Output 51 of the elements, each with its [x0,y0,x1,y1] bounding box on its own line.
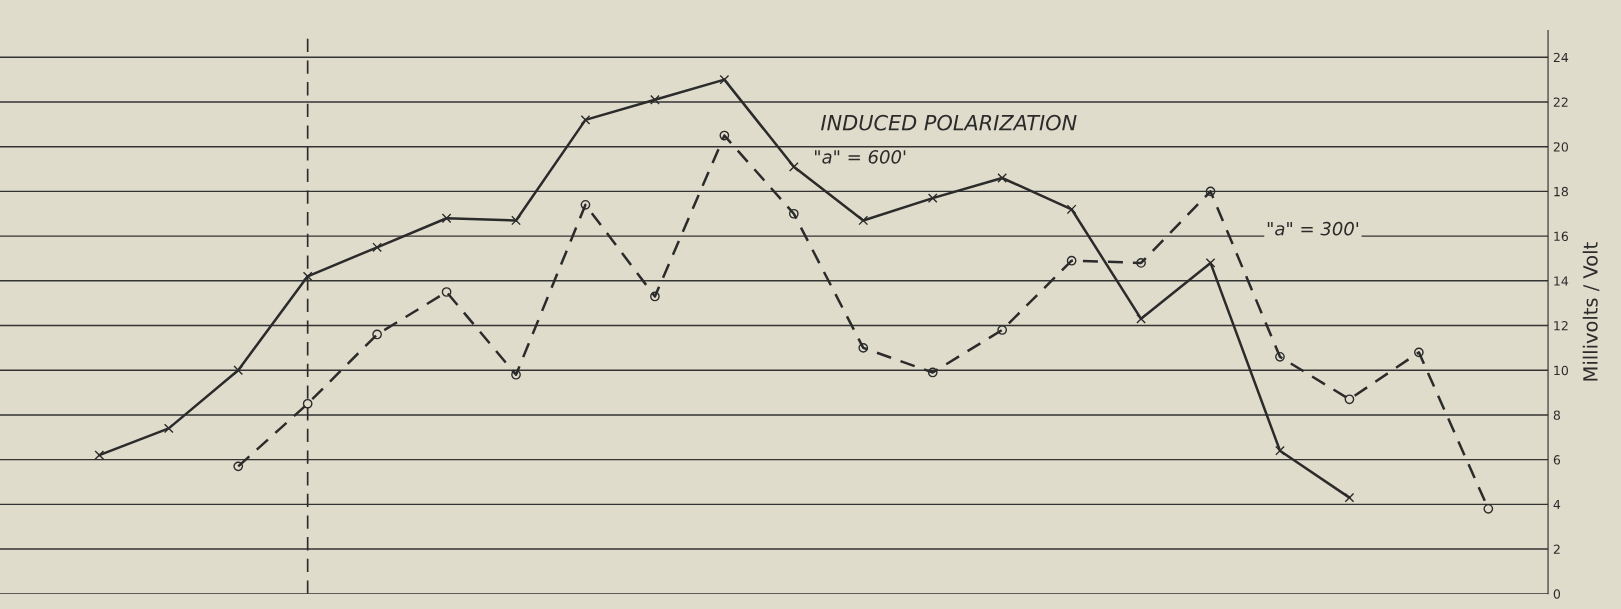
point [1136,258,1146,268]
series-label: "a" = 600' [815,150,906,164]
point [927,367,938,378]
point [927,193,938,203]
point [441,287,452,297]
point [580,115,591,125]
y-tick-label: 18 [1554,186,1568,197]
point [1205,186,1216,197]
point [1344,492,1355,503]
point [1205,258,1216,268]
y-tick-label: 22 [1553,97,1568,107]
point [997,173,1008,183]
y-tick-label: 12 [1554,321,1568,331]
y-tick-label: 0 [1553,589,1561,599]
point [1066,255,1077,266]
point [650,291,660,302]
y-tick-label: 6 [1553,455,1561,465]
point [580,199,591,210]
point [719,130,730,141]
point [1275,445,1285,456]
point [650,94,660,105]
y-tick-label: 8 [1553,410,1561,420]
point [1414,347,1424,358]
y-tick-label: 16 [1554,231,1569,242]
point [372,242,382,253]
y-tick-label: 14 [1554,276,1569,286]
y-tick-label: 24 [1553,52,1569,63]
series-label: "a" = 300' [1267,221,1359,236]
point [233,461,244,472]
point [1483,503,1494,514]
point [302,271,313,282]
y-tick-label: 10 [1554,365,1568,376]
point [788,161,799,172]
point [858,215,869,226]
point [511,369,521,380]
y-tick-label: 20 [1553,142,1568,152]
point [511,215,521,226]
point [1344,394,1355,405]
text: INDUCED POLARIZATION [821,114,1077,131]
point [858,343,869,353]
y-axis-title: Millivolts / Volt [1582,242,1600,381]
point [302,398,313,409]
point [163,423,174,434]
point [719,74,730,85]
point [1275,351,1285,362]
point [372,329,382,340]
point [997,325,1008,335]
point [441,213,452,224]
y-tick-label: 2 [1553,544,1560,554]
y-tick-label: 4 [1553,499,1561,510]
point [788,208,799,219]
